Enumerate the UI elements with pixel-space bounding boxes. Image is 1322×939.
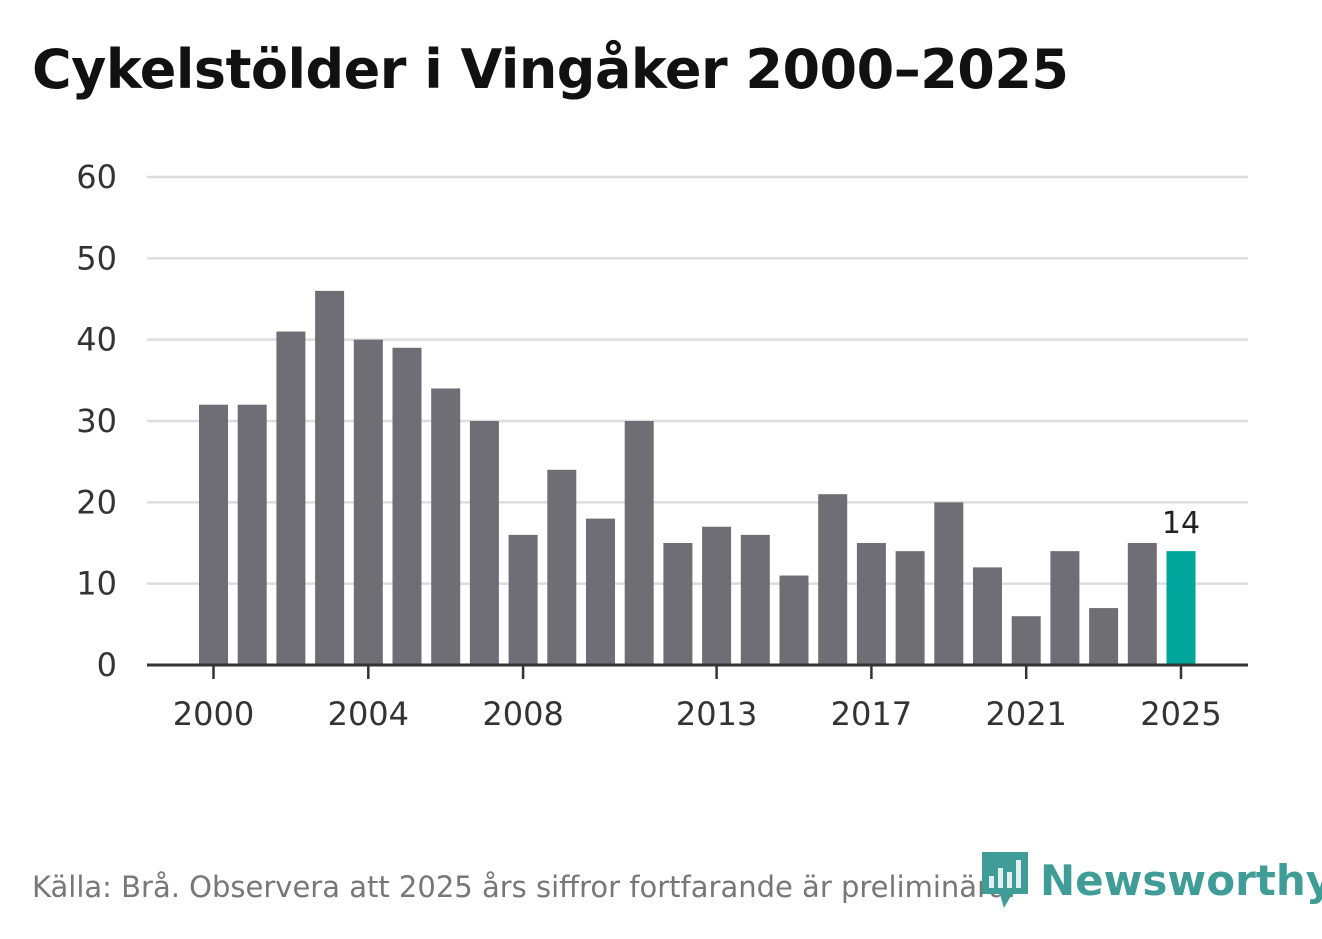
bar-2013[interactable] bbox=[702, 526, 732, 665]
newsworthy-logo-icon bbox=[982, 852, 1028, 908]
bar-2020[interactable] bbox=[973, 567, 1002, 665]
y-tick-label: 50 bbox=[76, 239, 117, 277]
bar-2012[interactable] bbox=[663, 543, 693, 665]
x-tick-label: 2000 bbox=[173, 695, 254, 733]
x-tick-label: 2004 bbox=[328, 695, 409, 733]
bar-2021[interactable] bbox=[1011, 616, 1041, 665]
bar-2003[interactable] bbox=[315, 290, 345, 665]
bar-2011[interactable] bbox=[624, 421, 654, 665]
y-tick-label: 60 bbox=[76, 158, 117, 196]
bar-2024[interactable] bbox=[1127, 543, 1157, 665]
x-tick-label: 2025 bbox=[1140, 695, 1221, 733]
bar-2007[interactable] bbox=[469, 421, 499, 665]
chart-title: Cykelstölder i Vingåker 2000–2025 bbox=[32, 38, 1069, 101]
y-tick-label: 30 bbox=[76, 402, 117, 440]
source-note: Källa: Brå. Observera att 2025 års siffr… bbox=[32, 870, 1016, 904]
bar-2022[interactable] bbox=[1050, 551, 1080, 665]
bar-2018[interactable] bbox=[895, 551, 925, 665]
bar-2015[interactable] bbox=[779, 575, 809, 665]
bar-2025[interactable] bbox=[1166, 551, 1196, 665]
y-tick-label: 20 bbox=[76, 483, 117, 521]
bar-2005[interactable] bbox=[392, 347, 422, 665]
bar-2004[interactable] bbox=[353, 339, 383, 665]
logo-text: Newsworthy bbox=[1040, 855, 1322, 905]
gridlines bbox=[147, 175, 1248, 585]
x-tick-label: 2017 bbox=[831, 695, 912, 733]
bars bbox=[199, 290, 1196, 665]
bar-2010[interactable] bbox=[586, 518, 615, 665]
x-tick-label: 2021 bbox=[985, 695, 1066, 733]
newsworthy-logo[interactable]: Newsworthy bbox=[980, 850, 1322, 910]
x-axis-ticks: 2000 2004 2008 2013 2017 2021 2025 bbox=[173, 665, 1222, 733]
bar-2023[interactable] bbox=[1089, 608, 1119, 665]
bar-2019[interactable] bbox=[934, 502, 964, 665]
bar-2014[interactable] bbox=[740, 534, 770, 665]
bar-2016[interactable] bbox=[818, 494, 848, 665]
x-tick-label: 2008 bbox=[482, 695, 563, 733]
y-axis-ticks: 0 10 20 30 40 50 60 bbox=[76, 158, 117, 684]
y-tick-label: 10 bbox=[76, 565, 117, 603]
x-tick-label: 2013 bbox=[676, 695, 757, 733]
bar-2000[interactable] bbox=[199, 404, 228, 665]
bar-2009[interactable] bbox=[547, 469, 577, 665]
bar-2001[interactable] bbox=[237, 404, 267, 665]
bar-2008[interactable] bbox=[508, 534, 538, 665]
y-tick-label: 0 bbox=[97, 646, 117, 684]
bar-2002[interactable] bbox=[276, 331, 306, 665]
bar-2006[interactable] bbox=[431, 388, 461, 665]
highlight-data-label: 14 bbox=[1162, 506, 1200, 541]
y-tick-label: 40 bbox=[76, 321, 117, 359]
bar-2017[interactable] bbox=[856, 543, 886, 665]
